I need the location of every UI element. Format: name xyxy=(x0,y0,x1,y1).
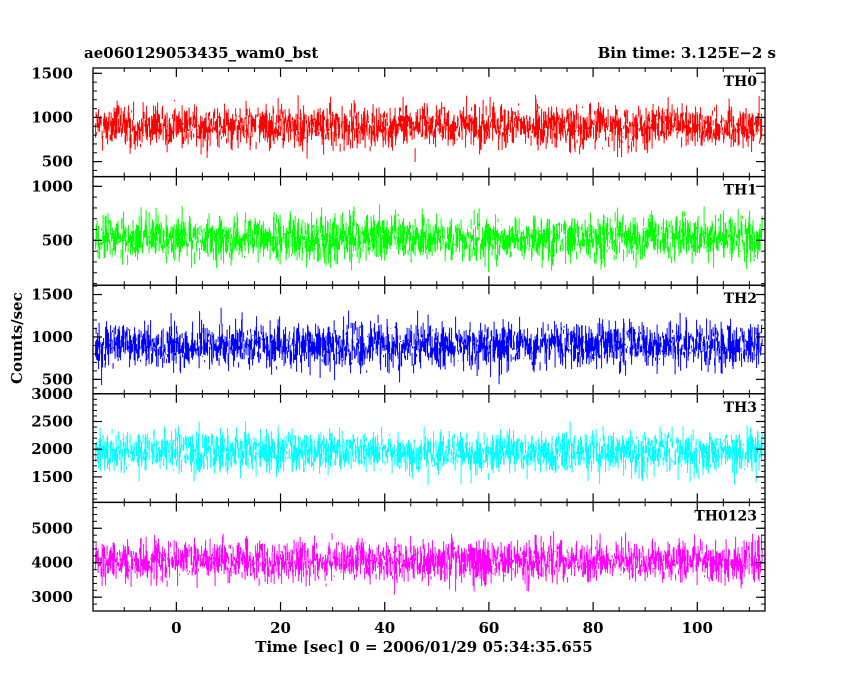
y-tick-label: 1000 xyxy=(31,177,73,195)
x-tick-label: 40 xyxy=(374,619,395,637)
plot-title-right: Bin time: 3.125E−2 s xyxy=(597,44,776,62)
y-tick-label: 500 xyxy=(42,231,73,249)
panel-frame-th0123 xyxy=(92,501,766,612)
y-tick-label: 4000 xyxy=(31,554,73,572)
series-th1 xyxy=(95,204,763,273)
x-tick-label: 60 xyxy=(478,619,499,637)
panel-label-th0: TH0 xyxy=(724,74,758,90)
y-tick-label: 1000 xyxy=(31,328,73,346)
y-tick-label: 3000 xyxy=(31,385,73,403)
x-tick-label: 100 xyxy=(682,619,713,637)
series-th0123 xyxy=(95,531,763,595)
y-tick-label: 1500 xyxy=(31,468,73,486)
panel-label-th3: TH3 xyxy=(724,400,757,416)
series-th3 xyxy=(95,421,763,485)
x-tick-label: 0 xyxy=(171,619,181,637)
y-tick-label: 1500 xyxy=(31,286,73,304)
x-tick-label: 20 xyxy=(270,619,291,637)
y-tick-label: 3000 xyxy=(31,588,73,606)
x-tick-label: 80 xyxy=(583,619,604,637)
series-th0 xyxy=(95,94,763,162)
panel-label-th2: TH2 xyxy=(724,291,757,307)
x-axis-label: Time [sec] 0 = 2006/01/29 05:34:35.655 xyxy=(255,638,593,656)
y-tick-label: 2000 xyxy=(31,440,73,458)
y-tick-label: 1500 xyxy=(31,64,73,82)
y-tick-label: 1000 xyxy=(31,108,73,126)
y-tick-label: 500 xyxy=(42,153,73,171)
plot-title-left: ae060129053435_wam0_bst xyxy=(84,44,319,62)
panel-label-th0123: TH0123 xyxy=(694,508,757,524)
panel-label-th1: TH1 xyxy=(724,183,757,199)
y-axis-label: Counts/sec xyxy=(8,292,26,384)
y-tick-label: 5000 xyxy=(31,519,73,537)
series-th2 xyxy=(95,307,763,386)
y-tick-label: 2500 xyxy=(31,413,73,431)
y-tick-label: 500 xyxy=(42,370,73,388)
